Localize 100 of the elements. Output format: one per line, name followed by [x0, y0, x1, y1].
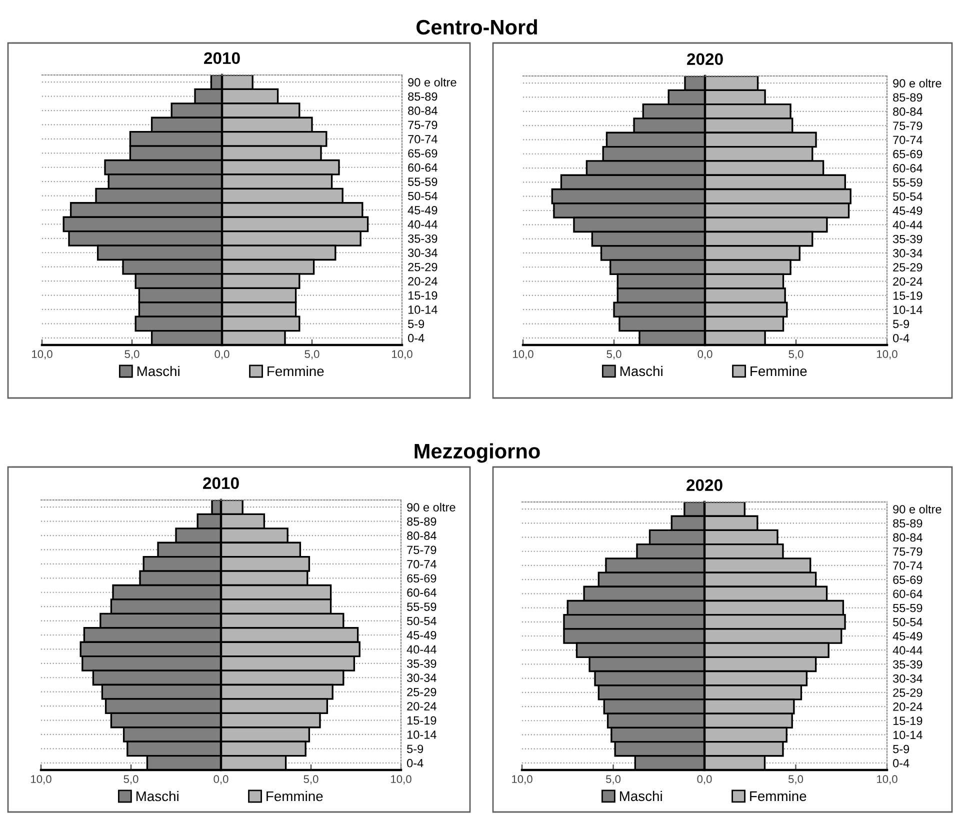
y-tick-label: 75-79: [893, 122, 922, 130]
y-tick-label: 50-54: [407, 616, 436, 626]
y-tick-label: 90 e oltre: [893, 78, 942, 88]
y-tick-label: 20-24: [893, 277, 922, 286]
y-tick-label: 30-34: [893, 249, 922, 258]
y-tick-label: 15-19: [407, 716, 436, 725]
y-tick-label: 80-84: [893, 107, 922, 116]
y-tick-label: 25-29: [408, 262, 438, 272]
y-tick-label: 90 e oltre: [893, 504, 942, 514]
x-tick-label: 10,0: [877, 350, 898, 360]
legend-label: Maschi: [620, 790, 662, 802]
y-tick-label: 55-59: [893, 178, 922, 187]
y-tick-label: 0-4: [893, 334, 910, 342]
legend-label: Femmine: [268, 366, 324, 376]
y-tick-label: 70-74: [408, 134, 438, 144]
x-tick-label: 10,0: [32, 350, 52, 360]
x-tick-label: 5,0: [788, 775, 804, 784]
y-tick-label: 85-89: [407, 517, 436, 526]
y-tick-label: 70-74: [893, 562, 922, 570]
y-tick-label: 0-4: [407, 758, 424, 768]
y-tick-label: 40-44: [892, 220, 922, 230]
legend-label: Maschi: [136, 790, 178, 802]
y-tick-label: 15-19: [893, 291, 922, 300]
x-tick-label: 5,0: [124, 350, 140, 360]
y-tick-label: 5-9: [893, 744, 910, 754]
chart-title: 2020: [687, 53, 723, 66]
y-tick-label: 40-44: [408, 220, 438, 229]
y-tick-label: 5-9: [408, 320, 424, 328]
y-tick-label: 75-79: [893, 547, 922, 556]
y-tick-label: 80-84: [408, 106, 438, 115]
y-tick-label: 70-74: [893, 136, 922, 144]
x-tick-label: 0,0: [214, 775, 228, 784]
x-tick-label: 0,0: [697, 775, 712, 784]
y-tick-label: 25-29: [407, 688, 436, 696]
y-tick-label: 30-34: [408, 248, 438, 258]
y-tick-label: 65-69: [893, 576, 922, 584]
y-tick-label: 50-54: [408, 192, 438, 200]
chart-title: 2020: [686, 479, 722, 492]
y-tick-label: 50-54: [893, 618, 922, 626]
y-tick-label: 10-14: [408, 306, 438, 314]
x-tick-label: 5,0: [304, 775, 318, 784]
y-tick-label: 90 e oltre: [408, 78, 456, 86]
y-tick-label: 50-54: [893, 192, 922, 201]
y-tick-label: 55-59: [408, 178, 438, 186]
y-tick-label: 35-39: [893, 234, 922, 244]
y-tick-label: 25-29: [893, 688, 922, 697]
y-tick-label: 40-44: [406, 645, 436, 654]
x-tick-label: 10,0: [391, 775, 412, 784]
y-tick-label: 65-69: [893, 150, 922, 158]
y-tick-label: 65-69: [408, 149, 438, 158]
x-tick-label: 10,0: [512, 775, 532, 784]
y-tick-label: 35-39: [407, 659, 436, 668]
x-tick-label: 5,0: [606, 350, 622, 360]
y-tick-label: 35-39: [893, 660, 922, 669]
x-tick-label: 5,0: [304, 350, 320, 360]
x-tick-label: 5,0: [606, 775, 621, 784]
y-tick-label: 85-89: [893, 519, 922, 528]
y-tick-label: 55-59: [407, 602, 436, 611]
y-tick-label: 45-49: [406, 631, 436, 640]
y-tick-label: 0-4: [893, 758, 910, 768]
text: Mezzogiorno: [414, 443, 540, 463]
y-tick-label: 60-64: [893, 590, 922, 598]
y-tick-label: 30-34: [893, 674, 922, 683]
x-tick-label: 0,0: [698, 350, 712, 360]
x-tick-label: 5,0: [124, 775, 138, 784]
y-tick-label: 0-4: [408, 334, 424, 342]
y-tick-label: 35-39: [408, 234, 438, 243]
legend-label: Femmine: [750, 366, 807, 376]
x-tick-label: 10,0: [877, 775, 898, 784]
y-tick-label: 10-14: [893, 306, 922, 314]
y-tick-label: 85-89: [408, 92, 438, 101]
y-tick-label: 90 e oltre: [407, 502, 456, 512]
y-tick-label: 30-34: [407, 674, 436, 682]
legend-label: Femmine: [266, 790, 323, 802]
y-tick-label: 25-29: [893, 263, 922, 272]
x-tick-label: 10,0: [392, 350, 412, 360]
legend-label: Femmine: [750, 790, 806, 802]
y-tick-label: 75-79: [407, 546, 436, 554]
y-tick-label: 5-9: [893, 320, 910, 328]
legend-label: Maschi: [620, 366, 662, 376]
y-tick-label: 60-64: [408, 163, 438, 172]
legend-label: Maschi: [137, 366, 180, 376]
y-tick-label: 65-69: [407, 574, 436, 583]
y-tick-label: 20-24: [408, 277, 438, 286]
x-tick-label: 10,0: [513, 350, 534, 360]
y-tick-label: 15-19: [408, 291, 438, 300]
y-tick-label: 40-44: [892, 646, 922, 654]
y-tick-label: 5-9: [407, 744, 424, 754]
chart-title: 2010: [204, 52, 240, 64]
x-tick-label: 0,0: [214, 350, 230, 360]
y-tick-label: 80-84: [893, 533, 922, 542]
y-tick-label: 20-24: [893, 702, 922, 711]
y-tick-label: 60-64: [893, 164, 922, 172]
y-tick-label: 55-59: [893, 604, 922, 612]
y-tick-label: 15-19: [893, 716, 922, 726]
y-tick-label: 45-49: [408, 206, 438, 214]
y-tick-label: 80-84: [407, 532, 436, 540]
y-tick-label: 85-89: [893, 93, 922, 102]
y-tick-label: 10-14: [407, 730, 436, 739]
chart-title: 2010: [203, 477, 239, 490]
